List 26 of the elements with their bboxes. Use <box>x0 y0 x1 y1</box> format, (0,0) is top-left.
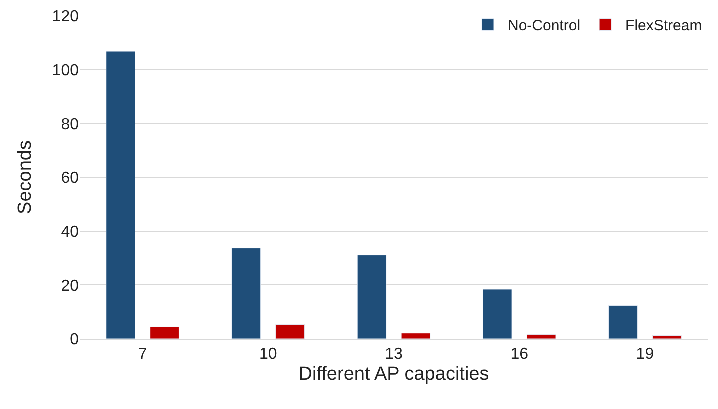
bar <box>401 333 431 339</box>
x-tick-label: 13 <box>385 346 403 364</box>
y-tick-label: 80 <box>61 116 80 134</box>
y-axis-title: Seconds <box>15 140 36 214</box>
x-tick-label: 7 <box>138 346 148 364</box>
y-tick-label: 40 <box>61 224 80 241</box>
bar <box>150 326 180 339</box>
legend-label: FlexStream <box>626 18 702 35</box>
bar <box>482 289 512 339</box>
y-tick-label: 20 <box>61 278 80 295</box>
y-tick-label: 100 <box>52 62 80 80</box>
x-tick-label: 19 <box>636 346 654 364</box>
bar <box>276 324 306 339</box>
bar <box>106 51 136 339</box>
bar <box>232 248 262 339</box>
bar <box>357 255 387 339</box>
x-tick-label: 10 <box>260 346 278 364</box>
y-tick-label: 120 <box>52 8 80 26</box>
y-tick-label: 60 <box>61 170 80 188</box>
bar <box>652 336 682 339</box>
legend-label: No-Control <box>508 18 581 35</box>
x-axis-title: Different AP capacities <box>298 364 490 385</box>
bar <box>526 334 556 339</box>
x-tick-label: 16 <box>510 346 529 364</box>
y-tick-label: 0 <box>70 332 80 349</box>
bar <box>608 306 638 339</box>
